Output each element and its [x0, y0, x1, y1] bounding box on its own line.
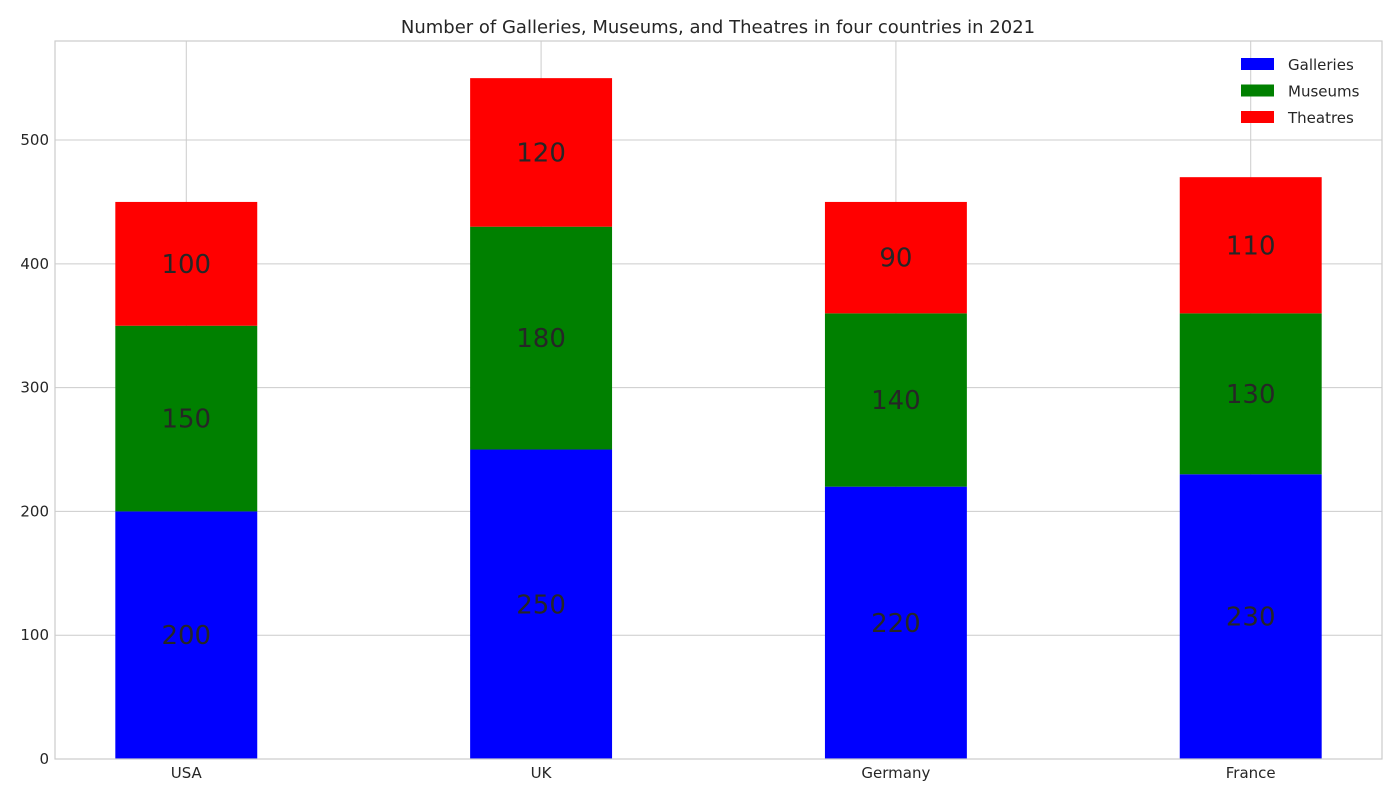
data-label: 110 — [1226, 231, 1276, 261]
y-tick-label: 500 — [20, 131, 49, 149]
x-tick-label: Germany — [861, 764, 930, 782]
data-label: 120 — [516, 138, 566, 168]
axis-layer: 0 100 200 300 400 500 USA UK Germany France — [20, 131, 1275, 782]
bar-galleries-germany — [824, 486, 967, 759]
bar-theatres-france — [1179, 177, 1322, 314]
legend: Galleries Museums Theatres — [1241, 56, 1360, 127]
x-tick-label: UK — [531, 764, 553, 782]
bar-theatres-usa — [115, 201, 258, 326]
plot-frame — [54, 40, 1383, 760]
data-label: 180 — [516, 324, 566, 354]
bar-museums-france — [1179, 313, 1322, 475]
x-tick-label: USA — [171, 764, 203, 782]
legend-label: Theatres — [1287, 109, 1354, 127]
data-label: 90 — [879, 244, 912, 274]
data-labels-layer: 200 150 100 250 180 120 220 140 90 230 130 110 — [161, 138, 1275, 651]
y-tick-label: 0 — [39, 750, 49, 768]
y-tick-label: 300 — [20, 379, 49, 397]
data-label: 140 — [871, 386, 921, 416]
bar-museums-germany — [824, 313, 967, 487]
legend-label: Museums — [1288, 83, 1360, 101]
legend-swatch — [1241, 84, 1274, 97]
chart-title: Number of Galleries, Museums, and Theatr… — [401, 17, 1035, 38]
bar-galleries-uk — [470, 449, 613, 759]
bar-galleries-usa — [115, 511, 258, 759]
bar-theatres-germany — [824, 201, 967, 314]
y-tick-label: 100 — [20, 626, 49, 644]
data-label: 130 — [1226, 380, 1276, 410]
bar-museums-uk — [470, 226, 613, 450]
data-label: 230 — [1226, 603, 1276, 633]
bar-galleries-france — [1179, 474, 1322, 759]
bar-theatres-uk — [470, 78, 613, 227]
y-tick-label: 400 — [20, 255, 49, 273]
data-label: 100 — [161, 250, 211, 280]
data-label: 150 — [161, 405, 211, 435]
legend-label: Galleries — [1288, 56, 1354, 74]
data-label: 200 — [161, 621, 211, 651]
legend-swatch — [1241, 111, 1274, 123]
data-label: 220 — [871, 609, 921, 639]
bars-layer — [115, 78, 1322, 759]
data-label: 250 — [516, 590, 566, 620]
y-tick-label: 200 — [20, 502, 49, 520]
legend-swatch — [1241, 58, 1274, 70]
bar-museums-usa — [115, 325, 258, 512]
x-tick-label: France — [1226, 764, 1276, 782]
